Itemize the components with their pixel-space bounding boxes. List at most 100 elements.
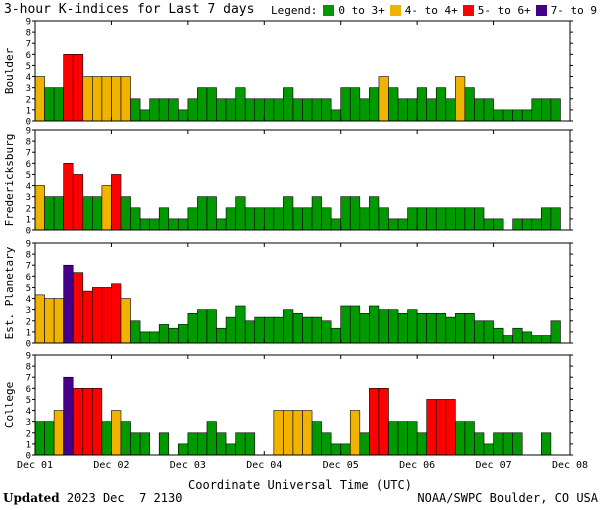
y-tick-label: 5: [26, 62, 31, 72]
k-index-bar: [72, 272, 84, 344]
k-index-bar: [378, 207, 389, 231]
k-index-bar: [101, 185, 112, 231]
k-index-bar: [483, 218, 494, 231]
k-index-bar: [178, 324, 189, 344]
k-index-bar: [63, 376, 74, 456]
k-index-bar: [92, 287, 103, 344]
k-index-bar: [502, 335, 513, 344]
y-tick-label: 7: [26, 262, 31, 272]
k-index-bar: [254, 316, 265, 344]
k-index-bar: [244, 320, 256, 344]
k-index-bar: [34, 76, 45, 122]
k-index-bar: [206, 87, 217, 122]
legend-swatch: [462, 5, 474, 16]
k-index-bar: [111, 174, 122, 231]
k-index-bar: [388, 218, 399, 231]
k-index-bar: [464, 87, 475, 122]
k-index-bar: [464, 207, 475, 231]
k-index-bar: [349, 87, 361, 122]
k-index-bar: [359, 432, 370, 456]
k-index-bar: [263, 207, 275, 231]
k-index-bar: [378, 76, 389, 122]
k-index-bar: [302, 316, 313, 344]
k-index-bar: [130, 320, 141, 344]
k-index-bar: [311, 316, 322, 344]
k-index-bar: [111, 76, 122, 122]
x-tick-label: Dec 04: [246, 460, 282, 471]
k-index-bar: [187, 98, 198, 122]
k-index-bar: [369, 196, 380, 231]
k-index-bar: [388, 309, 399, 344]
k-index-bar: [302, 410, 313, 456]
k-index-bar: [292, 313, 303, 344]
k-index-bar: [426, 399, 437, 456]
k-index-bar: [512, 432, 523, 456]
k-index-bar: [521, 331, 533, 344]
legend-item-label: 4- to 4+: [404, 4, 458, 17]
k-index-bar: [120, 76, 131, 122]
k-index-bar: [168, 218, 179, 231]
x-tick-label: Dec 03: [170, 460, 206, 471]
k-index-bar: [445, 399, 456, 456]
k-index-bar: [273, 316, 284, 344]
k-index-bar: [321, 320, 332, 344]
panel-frame: [34, 20, 571, 122]
k-index-bar: [397, 421, 408, 456]
k-index-bar: [139, 331, 150, 344]
panel-title: Fredericksburg: [3, 134, 16, 227]
k-index-bar: [407, 207, 418, 231]
k-index-bar: [53, 298, 64, 344]
k-index-bar: [225, 207, 236, 231]
k-index-bar: [531, 335, 542, 344]
legend-item-label: 7- to 9: [550, 4, 598, 17]
y-tick-label: 0: [26, 227, 31, 237]
k-index-bar: [216, 327, 227, 344]
y-tick-label: 3: [26, 418, 31, 428]
k-index-bar: [369, 87, 380, 122]
k-index-bar: [311, 98, 322, 122]
k-index-bar: [321, 432, 332, 456]
legend-item: 5- to 6+: [462, 4, 531, 17]
k-index-bar: [302, 98, 313, 122]
k-index-bar: [149, 331, 160, 344]
y-tick-label: 0: [26, 118, 31, 128]
k-index-bar: [178, 109, 189, 122]
k-index-bar: [63, 54, 74, 122]
k-index-bar: [44, 196, 55, 231]
y-tick-label: 4: [26, 407, 31, 417]
k-index-bar: [321, 98, 332, 122]
k-index-bar: [149, 218, 160, 231]
panel-title: Est. Planetary: [3, 246, 16, 339]
k-index-bar: [244, 98, 256, 122]
k-index-bar: [139, 218, 150, 231]
k-index-bar: [197, 309, 208, 344]
k-index-bar: [311, 196, 322, 231]
k-index-bar: [82, 76, 93, 122]
k-index-bar: [158, 207, 170, 231]
y-tick-label: 1: [26, 106, 31, 116]
y-tick-label: 1: [26, 328, 31, 338]
k-index-bar: [512, 109, 523, 122]
k-index-bar: [92, 388, 103, 456]
k-index-bar: [378, 309, 389, 344]
y-tick-label: 9: [26, 127, 31, 137]
legend-item-label: 0 to 3+: [338, 4, 385, 17]
k-index-bar: [550, 320, 561, 344]
k-index-bar: [187, 207, 198, 231]
k-index-bar: [493, 218, 504, 231]
y-tick-label: 6: [26, 51, 31, 61]
k-index-bar: [407, 98, 418, 122]
panel-frame: [34, 129, 571, 231]
k-index-bar: [254, 98, 265, 122]
k-index-bar: [244, 207, 256, 231]
k-index-bar: [407, 309, 418, 344]
k-index-bar: [416, 87, 427, 122]
source-credit: NOAA/SWPC Boulder, CO USA: [417, 491, 598, 505]
k-index-bar: [72, 388, 84, 456]
k-index-bar: [139, 109, 150, 122]
k-index-bar: [321, 207, 332, 231]
y-tick-label: 7: [26, 40, 31, 50]
k-index-bar: [302, 207, 313, 231]
